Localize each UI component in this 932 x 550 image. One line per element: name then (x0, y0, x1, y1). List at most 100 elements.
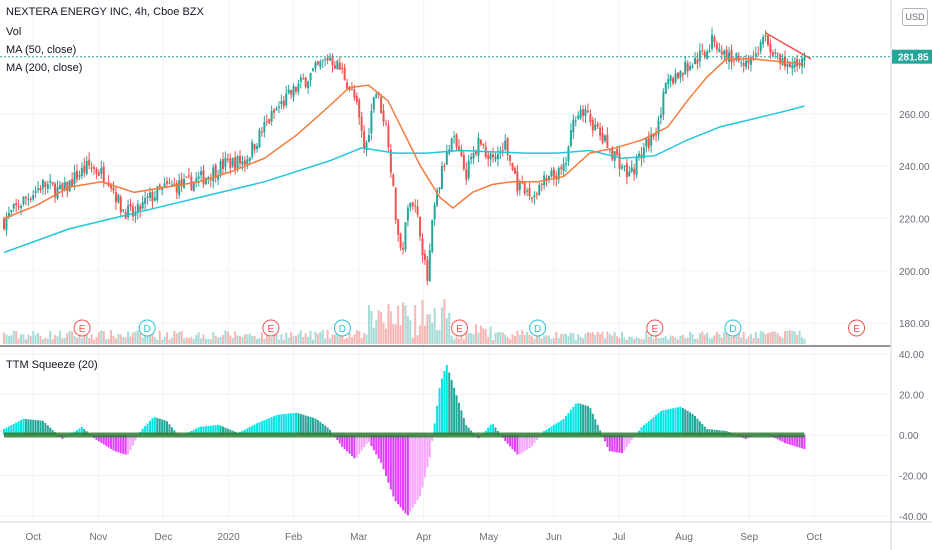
squeeze-bar (411, 435, 414, 508)
squeeze-bar (226, 428, 229, 435)
squeeze-bar (131, 435, 134, 446)
candle-body (129, 203, 132, 207)
candle-body (297, 84, 300, 92)
squeeze-bar (715, 429, 718, 435)
candle-body (214, 164, 217, 178)
volume-bar (258, 337, 261, 344)
squeeze-bar (572, 406, 575, 435)
candle-body (533, 195, 536, 198)
squeeze-bar (574, 403, 577, 435)
squeeze-bar (207, 425, 210, 435)
candle-body (745, 60, 748, 68)
squeeze-bar (168, 424, 171, 435)
candle-body (73, 172, 76, 185)
squeeze-bar (711, 429, 714, 435)
volume-bar (723, 331, 726, 344)
squeeze-bar (370, 435, 373, 447)
volume-bar (156, 339, 159, 344)
volume-bar (34, 334, 37, 344)
squeeze-bar (350, 435, 353, 457)
candle-body (329, 57, 332, 61)
squeeze-bar (102, 435, 105, 445)
volume-bar (117, 333, 120, 344)
volume-bar (185, 337, 188, 344)
candle-body (706, 51, 709, 59)
volume-bar (29, 335, 32, 344)
volume-bar (791, 331, 794, 344)
squeeze-bar (97, 435, 100, 442)
squeeze-bar (557, 421, 560, 435)
candle-body (462, 154, 465, 170)
volume-bar (209, 339, 212, 344)
candle-body (3, 218, 5, 229)
candle-body (144, 197, 147, 204)
volume-bar (584, 333, 587, 344)
candle-body (591, 119, 594, 131)
squeeze-bar (445, 365, 448, 435)
squeeze-bar (44, 422, 47, 435)
volume-bar (239, 336, 242, 344)
candle-body (311, 68, 314, 71)
squeeze-bar (550, 426, 553, 435)
candle-body (380, 96, 383, 114)
squeeze-bar (793, 435, 796, 447)
candle-body (650, 133, 653, 146)
volume-bar (90, 334, 93, 344)
squeeze-bar (640, 427, 643, 435)
volume-bar (333, 334, 336, 344)
squeeze-bar (436, 405, 439, 435)
squeeze-bar (326, 427, 329, 435)
volume-bar (190, 336, 193, 344)
volume-bar (392, 323, 395, 344)
squeeze-bar (392, 435, 395, 497)
candle-body (496, 154, 499, 160)
squeeze-bar (669, 408, 672, 435)
volume-bar (562, 333, 565, 344)
squeeze-bar (156, 417, 159, 435)
squeeze-bar (341, 435, 344, 447)
candle-body (584, 109, 587, 117)
candle-body (642, 147, 645, 159)
candle-body (394, 188, 397, 221)
squeeze-bar (51, 429, 54, 435)
volume-bar (679, 335, 682, 344)
volume-bar (217, 337, 220, 344)
candle-body (440, 166, 443, 189)
trendline[interactable] (765, 32, 812, 60)
volume-bar (178, 331, 181, 344)
squeeze-bar (192, 429, 195, 435)
price-tick-label: 180.00 (899, 319, 930, 330)
volume-bar (399, 325, 402, 344)
volume-bar (421, 300, 424, 344)
volume-bar (32, 330, 35, 344)
squeeze-bar (117, 435, 120, 453)
squeeze-bar (713, 429, 716, 435)
candle-body (389, 149, 392, 173)
candle-body (630, 167, 633, 172)
volume-bar (302, 337, 305, 344)
candle-body (243, 160, 246, 165)
candle-body (7, 212, 10, 218)
candle-body (513, 167, 516, 174)
candle-body (316, 61, 319, 65)
squeeze-bar (628, 435, 631, 444)
candle-body (375, 93, 378, 99)
volume-bar (139, 332, 142, 344)
squeeze-bar (224, 427, 227, 435)
volume-bar (652, 339, 655, 344)
squeeze-bar (645, 423, 648, 435)
volume-bar (314, 331, 317, 344)
candle-body (645, 139, 648, 147)
volume-bar (134, 331, 137, 344)
squeeze-bar (119, 435, 122, 454)
candle-body (569, 130, 572, 146)
price-tick-label: 220.00 (899, 214, 930, 225)
volume-bar (321, 330, 324, 344)
candle-body (158, 184, 161, 189)
volume-bar (455, 336, 458, 344)
candle-body (725, 49, 728, 60)
candle-body (29, 198, 32, 200)
currency-button[interactable]: USD (902, 8, 928, 26)
candle-body (355, 95, 358, 103)
volume-bar (569, 332, 572, 344)
